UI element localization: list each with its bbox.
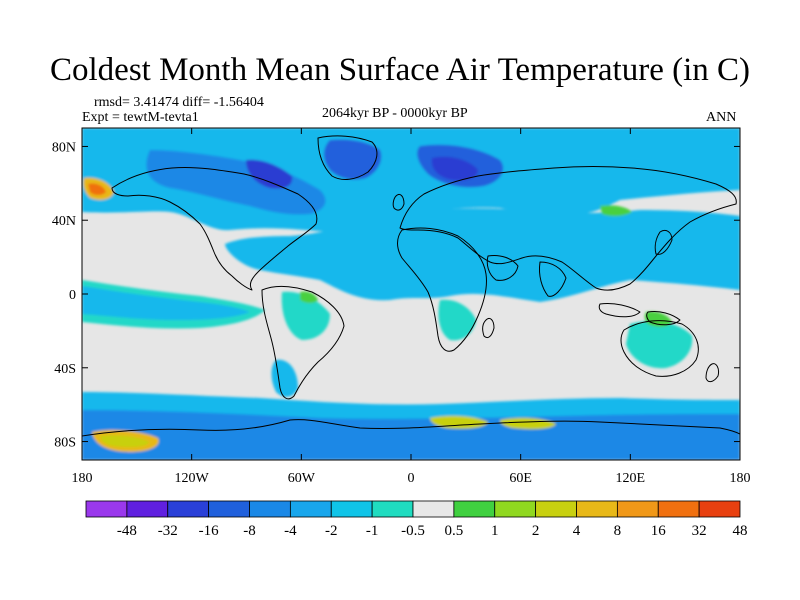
lon-tick-label: 180 bbox=[730, 471, 751, 486]
madagascar-coastline bbox=[482, 317, 495, 339]
lat-tick-label: 0 bbox=[69, 288, 76, 303]
colorbar-swatch bbox=[616, 500, 659, 518]
colorbar-label: 1 bbox=[491, 523, 499, 539]
amazon-warming bbox=[300, 291, 318, 303]
latitude-axis: 80N 40N 0 40S 80S bbox=[52, 140, 740, 451]
lat-tick-label: 40S bbox=[54, 362, 76, 377]
antarctic-warming-east-2 bbox=[500, 417, 556, 430]
europe-warming bbox=[600, 205, 632, 217]
colorbar-label: -2 bbox=[325, 523, 338, 539]
colorbar-label: -1 bbox=[366, 523, 379, 539]
colorbar-swatch bbox=[85, 500, 128, 518]
colorbar-label: 2 bbox=[532, 523, 540, 539]
lat-tick-label: 80S bbox=[54, 436, 76, 451]
canada-strong-cooling bbox=[146, 150, 326, 215]
colorbar: -48 -32 -16 -8 -4 -2 -1 -0.5 0.5 1 2 4 8 16 32 48 bbox=[85, 500, 748, 539]
lat-tick-label: 80N bbox=[52, 140, 76, 155]
north-america-coastline bbox=[111, 166, 318, 291]
australia-coastline bbox=[620, 320, 699, 377]
eurasia-coastline bbox=[399, 166, 737, 291]
colorbar-swatch bbox=[289, 500, 332, 518]
colorbar-swatch bbox=[126, 500, 169, 518]
colorbar-swatch bbox=[330, 500, 373, 518]
colorbar-swatch bbox=[371, 500, 414, 518]
map-title: Coldest Month Mean Surface Air Temperatu… bbox=[50, 52, 750, 88]
colorbar-label: -8 bbox=[243, 523, 256, 539]
colorbar-label: 16 bbox=[651, 523, 667, 539]
patagonia-cooling bbox=[271, 359, 298, 397]
lat-tick-label: 40N bbox=[52, 214, 76, 229]
japan-coastline bbox=[654, 229, 673, 255]
longitude-axis: 180 120W 60W 0 60E 120E 180 bbox=[72, 128, 751, 486]
colorbar-swatch bbox=[412, 500, 455, 518]
greenland-strong-cooling bbox=[324, 139, 382, 180]
colorbar-label: 8 bbox=[614, 523, 622, 539]
siberia-extreme-cooling bbox=[431, 156, 478, 181]
colorbar-swatch bbox=[657, 500, 700, 518]
indonesia-coastline bbox=[598, 303, 641, 318]
colorbar-label: -32 bbox=[158, 523, 178, 539]
colorbar-label: -0.5 bbox=[401, 523, 425, 539]
colorbar-swatch bbox=[167, 500, 210, 518]
colorbar-swatch bbox=[698, 500, 741, 518]
colorbar-swatch bbox=[494, 500, 537, 518]
india-coastline bbox=[539, 261, 567, 297]
colorbar-swatch bbox=[576, 500, 618, 518]
antarctic-strong-cooling bbox=[82, 410, 740, 460]
lon-tick-label: 120W bbox=[175, 471, 210, 486]
lon-tick-label: 60W bbox=[288, 471, 316, 486]
africa-coastline bbox=[397, 227, 487, 352]
colorbar-label: -16 bbox=[199, 523, 219, 539]
south-america-coastline bbox=[261, 285, 345, 400]
colorbar-label: -48 bbox=[117, 523, 137, 539]
baffin-extreme-cooling bbox=[246, 159, 293, 189]
lon-tick-label: 60E bbox=[509, 471, 532, 486]
season-label: ANN bbox=[706, 110, 737, 125]
alaska-warming-core bbox=[88, 183, 106, 195]
new-zealand-coastline bbox=[705, 363, 719, 383]
colorbar-swatch bbox=[249, 500, 291, 518]
colorbar-label: 4 bbox=[573, 523, 581, 539]
colorbar-swatch bbox=[208, 500, 250, 518]
colorbar-swatch bbox=[453, 500, 496, 518]
antarctica-coastline bbox=[82, 419, 740, 437]
arabia-coastline bbox=[486, 255, 519, 281]
south-america-cooling bbox=[281, 291, 330, 340]
stats-text: rmsd= 3.41474 diff= -1.56404 bbox=[94, 95, 264, 110]
new-guinea-coastline bbox=[646, 311, 681, 326]
colorbar-swatch bbox=[535, 500, 577, 518]
lon-tick-label: 120E bbox=[616, 471, 646, 486]
map-field bbox=[82, 128, 740, 460]
australia-cooling bbox=[626, 321, 693, 369]
period-label: 2064kyr BP - 0000kyr BP bbox=[322, 106, 468, 121]
british-isles-coastline bbox=[392, 193, 405, 211]
colorbar-label: 32 bbox=[692, 523, 707, 539]
greenland-coastline bbox=[317, 135, 378, 180]
arctic-cooling-band bbox=[82, 128, 740, 232]
lon-tick-label: 180 bbox=[72, 471, 93, 486]
coastlines bbox=[82, 135, 740, 437]
colorbar-label: -4 bbox=[284, 523, 297, 539]
equatorial-cooling-band-inner bbox=[82, 286, 250, 320]
colorbar-label: 48 bbox=[733, 523, 748, 539]
lon-tick-label: 0 bbox=[408, 471, 415, 486]
colorbar-label: 0.5 bbox=[445, 523, 464, 539]
continental-cooling-band bbox=[225, 208, 740, 302]
antarctic-warming-west-core bbox=[100, 435, 150, 448]
antarctic-warming-east bbox=[430, 415, 488, 429]
experiment-label: Expt = tewtM-tevta1 bbox=[82, 110, 199, 125]
south-africa-cooling bbox=[438, 299, 476, 341]
